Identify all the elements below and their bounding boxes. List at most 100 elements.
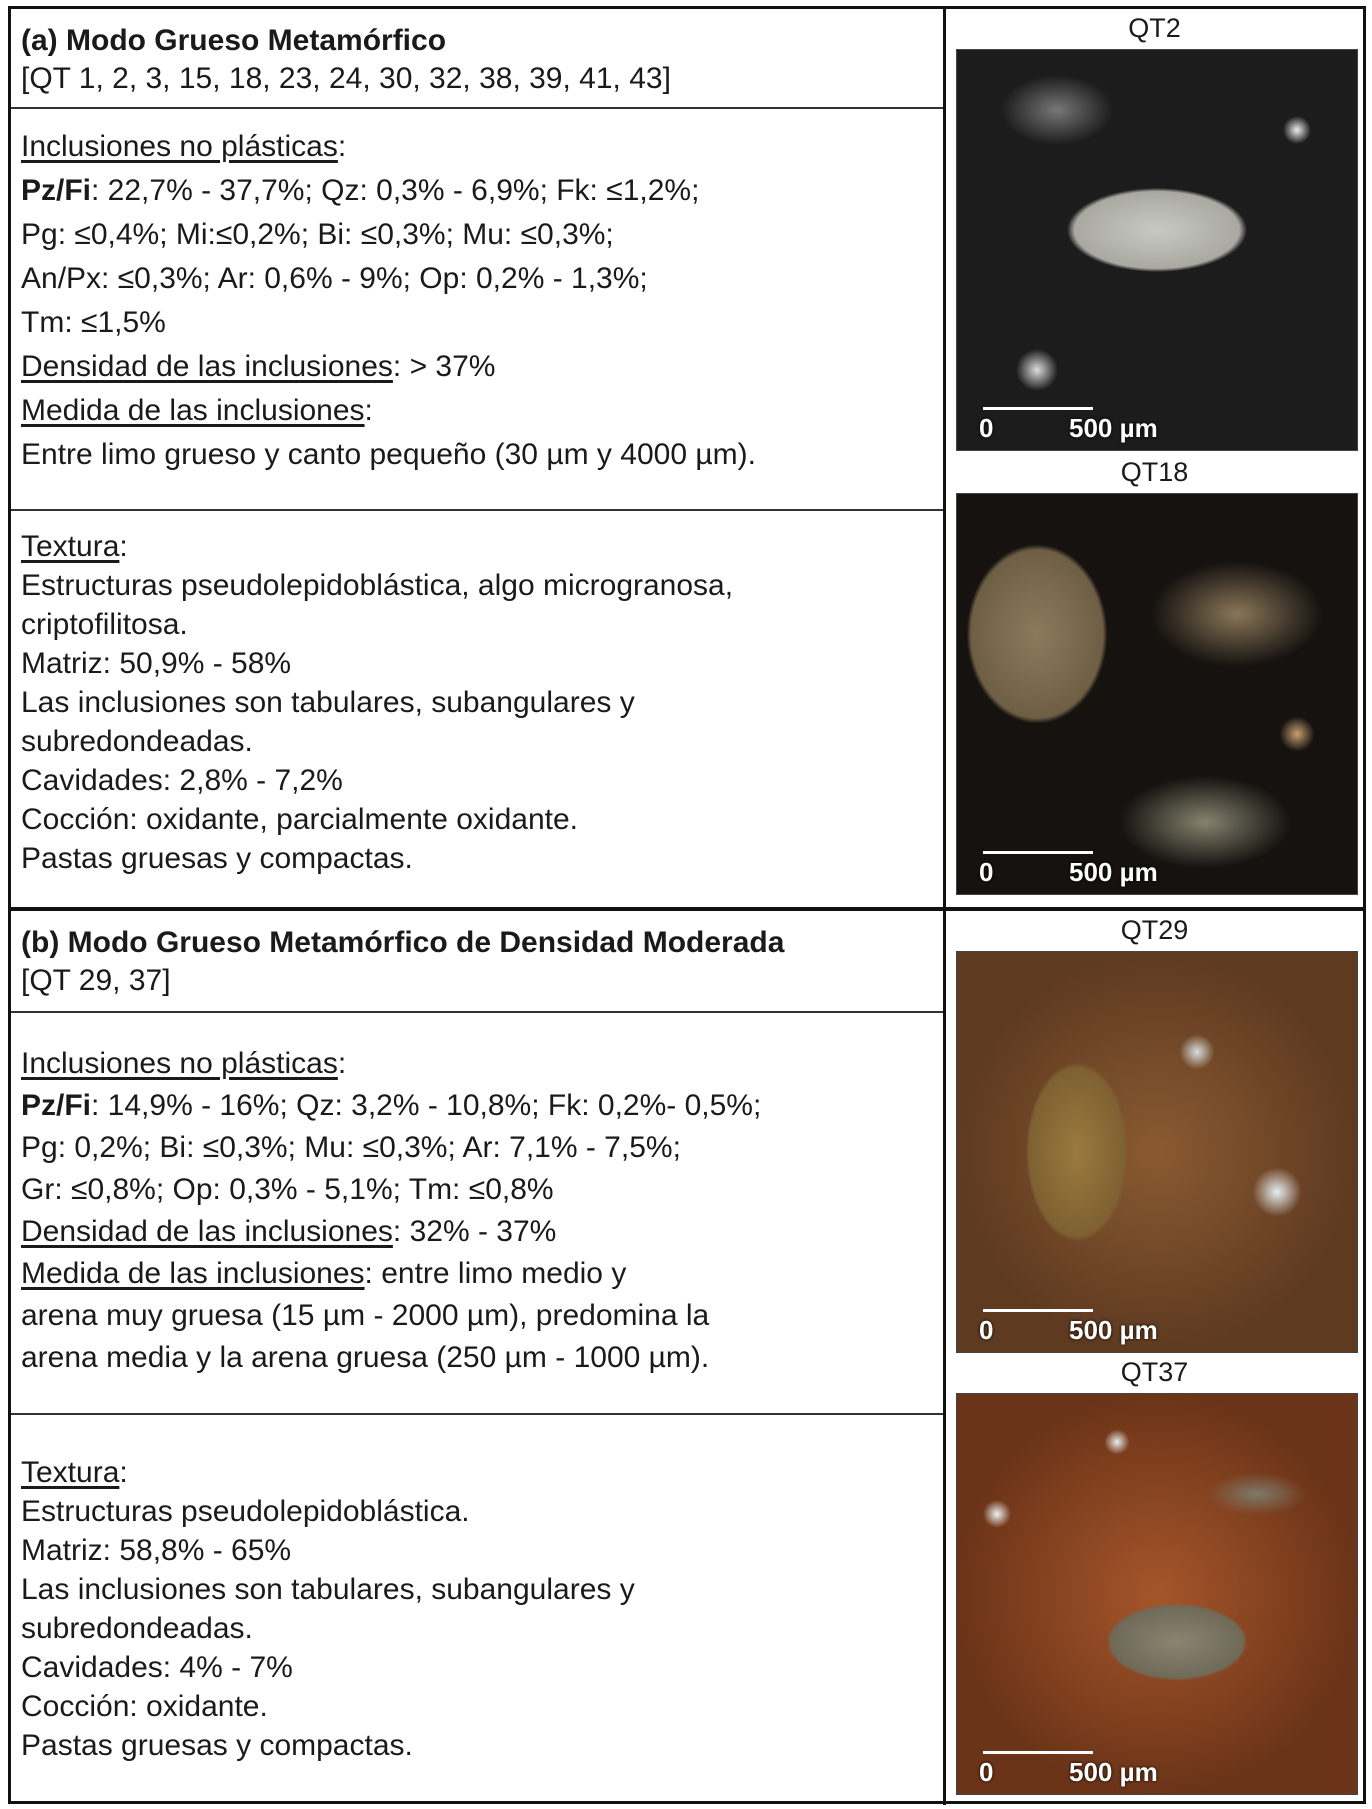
text-line: Inclusiones no plásticas: xyxy=(21,125,943,169)
text: subredondeadas. xyxy=(21,725,253,758)
text: : entre limo medio y xyxy=(364,1257,627,1290)
field-label: Medida de las inclusiones xyxy=(21,1257,365,1290)
text-line: Gr: ≤0,8%; Op: 0,3% - 5,1%; Tm: ≤0,8% xyxy=(21,1169,943,1211)
sample-list: [QT 1, 2, 3, 15, 18, 23, 24, 30, 32, 38,… xyxy=(21,62,671,95)
text: Pg: 0,2%; Bi: ≤0,3%; Mu: ≤0,3%; Ar: 7,1%… xyxy=(21,1131,681,1164)
text: : 22,7% - 37,7%; Qz: 0,3% - 6,9%; Fk: ≤1… xyxy=(91,174,700,207)
text: : xyxy=(119,530,128,563)
text-line: Pz/Fi: 22,7% - 37,7%; Qz: 0,3% - 6,9%; F… xyxy=(21,169,943,213)
text: Gr: ≤0,8%; Op: 0,3% - 5,1%; Tm: ≤0,8% xyxy=(21,1173,554,1206)
text: subredondeadas. xyxy=(21,1612,253,1645)
text-line: subredondeadas. xyxy=(21,1609,943,1648)
text-line: Cocción: oxidante, parcialmente oxidante… xyxy=(21,800,943,839)
text-line: Pastas gruesas y compactas. xyxy=(21,1726,943,1765)
text-line: arena muy gruesa (15 µm - 2000 µm), pred… xyxy=(21,1295,943,1337)
scale-label: 500 µm xyxy=(1069,413,1158,443)
text: Matriz: 50,9% - 58% xyxy=(21,647,292,680)
text: Cocción: oxidante. xyxy=(21,1690,268,1723)
photo-caption: QT2 xyxy=(1128,13,1181,43)
text: : 14,9% - 16%; Qz: 3,2% - 10,8%; Fk: 0,2… xyxy=(91,1089,762,1122)
text: Cavidades: 2,8% - 7,2% xyxy=(21,764,343,797)
text-line: Tm: ≤1,5% xyxy=(21,301,943,345)
text-line: Textura: xyxy=(21,1453,943,1492)
text: arena media y la arena gruesa (250 µm - … xyxy=(21,1341,710,1374)
section: (b) Modo Grueso Metamórfico de Densidad … xyxy=(11,907,1363,1805)
field-label: Densidad de las inclusiones xyxy=(21,350,393,383)
field-label: Textura xyxy=(21,1456,120,1489)
micrograph: 0 500 µm xyxy=(956,1393,1358,1795)
inclusions-cell: Inclusiones no plásticas: Pz/Fi: 22,7% - … xyxy=(11,107,943,509)
text: : 32% - 37% xyxy=(392,1215,557,1248)
text-line: Medida de las inclusiones: xyxy=(21,389,943,433)
text: Tm: ≤1,5% xyxy=(21,306,166,339)
text: Pastas gruesas y compactas. xyxy=(21,842,413,875)
field-label: Inclusiones no plásticas xyxy=(21,130,338,163)
field-label: Medida de las inclusiones xyxy=(21,394,365,427)
text-line: Cocción: oxidante. xyxy=(21,1687,943,1726)
text-line: Inclusiones no plásticas: xyxy=(21,1043,943,1085)
text: : > 37% xyxy=(392,350,496,383)
text-line: Medida de las inclusiones: entre limo me… xyxy=(21,1253,943,1295)
photo-caption: QT18 xyxy=(1120,457,1189,487)
bold-label: Pz/Fi xyxy=(21,1089,92,1122)
text: Estructuras pseudolepidoblástica, algo m… xyxy=(21,569,734,602)
text: Cavidades: 4% - 7% xyxy=(21,1651,293,1684)
text: arena muy gruesa (15 µm - 2000 µm), pred… xyxy=(21,1299,710,1332)
scale-bar xyxy=(983,407,1093,410)
scale-bar xyxy=(983,1309,1093,1312)
photo-column: QT2 0 500 µm QT18 0 500 µm xyxy=(946,9,1363,907)
scale-start: 0 xyxy=(979,857,994,887)
left-column: (a) Modo Grueso Metamórfico [QT 1, 2, 3, … xyxy=(11,9,946,907)
scale-label: 500 µm xyxy=(1069,1315,1158,1345)
text: : xyxy=(364,394,373,427)
field-label: Textura xyxy=(21,530,120,563)
text: Las inclusiones son tabulares, subangula… xyxy=(21,1573,635,1606)
header-cell: (b) Modo Grueso Metamórfico de Densidad … xyxy=(11,911,943,1011)
field-label: Densidad de las inclusiones xyxy=(21,1215,393,1248)
text-line: Pg: 0,2%; Bi: ≤0,3%; Mu: ≤0,3%; Ar: 7,1%… xyxy=(21,1127,943,1169)
table: (a) Modo Grueso Metamórfico [QT 1, 2, 3, … xyxy=(8,6,1366,1805)
text: Cocción: oxidante, parcialmente oxidante… xyxy=(21,803,578,836)
section-title: (a) Modo Grueso Metamórfico xyxy=(21,24,447,57)
text-line: Densidad de las inclusiones: > 37% xyxy=(21,345,943,389)
scale-label: 500 µm xyxy=(1069,857,1158,887)
left-column: (b) Modo Grueso Metamórfico de Densidad … xyxy=(11,911,946,1805)
header-cell: (a) Modo Grueso Metamórfico [QT 1, 2, 3, … xyxy=(11,9,943,107)
scale-start: 0 xyxy=(979,413,994,443)
text-line: Cavidades: 2,8% - 7,2% xyxy=(21,761,943,800)
text-line: Pastas gruesas y compactas. xyxy=(21,839,943,878)
text: criptofilitosa. xyxy=(21,608,188,641)
text-line: Matriz: 58,8% - 65% xyxy=(21,1531,943,1570)
field-label: Inclusiones no plásticas xyxy=(21,1047,338,1080)
scale-bar xyxy=(983,851,1093,854)
bold-label: Pz/Fi xyxy=(21,174,92,207)
scale-label: 500 µm xyxy=(1069,1757,1158,1787)
text: : xyxy=(337,130,347,163)
text-line: An/Px: ≤0,3%; Ar: 0,6% - 9%; Op: 0,2% - … xyxy=(21,257,943,301)
text: Estructuras pseudolepidoblástica. xyxy=(21,1495,470,1528)
text-line: subredondeadas. xyxy=(21,722,943,761)
text: Matriz: 58,8% - 65% xyxy=(21,1534,292,1567)
text-line: arena media y la arena gruesa (250 µm - … xyxy=(21,1337,943,1379)
text: Pastas gruesas y compactas. xyxy=(21,1729,413,1762)
texture-cell: Textura: Estructuras pseudolepidoblástica… xyxy=(11,1413,943,1805)
photo-caption: QT29 xyxy=(1120,915,1189,945)
inclusions-cell: Inclusiones no plásticas: Pz/Fi: 14,9% - … xyxy=(11,1011,943,1413)
text-line: criptofilitosa. xyxy=(21,605,943,644)
micrograph: 0 500 µm xyxy=(956,493,1358,895)
micrograph: 0 500 µm xyxy=(956,49,1358,451)
text: Pg: ≤0,4%; Mi:≤0,2%; Bi: ≤0,3%; Mu: ≤0,3… xyxy=(21,218,614,251)
text: An/Px: ≤0,3%; Ar: 0,6% - 9%; Op: 0,2% - … xyxy=(21,262,648,295)
scale-start: 0 xyxy=(979,1315,994,1345)
text-line: Densidad de las inclusiones: 32% - 37% xyxy=(21,1211,943,1253)
text-line: Pg: ≤0,4%; Mi:≤0,2%; Bi: ≤0,3%; Mu: ≤0,3… xyxy=(21,213,943,257)
text-line: Pz/Fi: 14,9% - 16%; Qz: 3,2% - 10,8%; Fk… xyxy=(21,1085,943,1127)
text-line: Las inclusiones son tabulares, subangula… xyxy=(21,683,943,722)
text: : xyxy=(119,1456,128,1489)
text-line: Textura: xyxy=(21,527,943,566)
text: Entre limo grueso y canto pequeño (30 µm… xyxy=(21,438,756,471)
section-title: (b) Modo Grueso Metamórfico de Densidad … xyxy=(21,926,785,959)
sample-list: [QT 29, 37] xyxy=(21,964,171,997)
photo-caption: QT37 xyxy=(1120,1357,1189,1387)
